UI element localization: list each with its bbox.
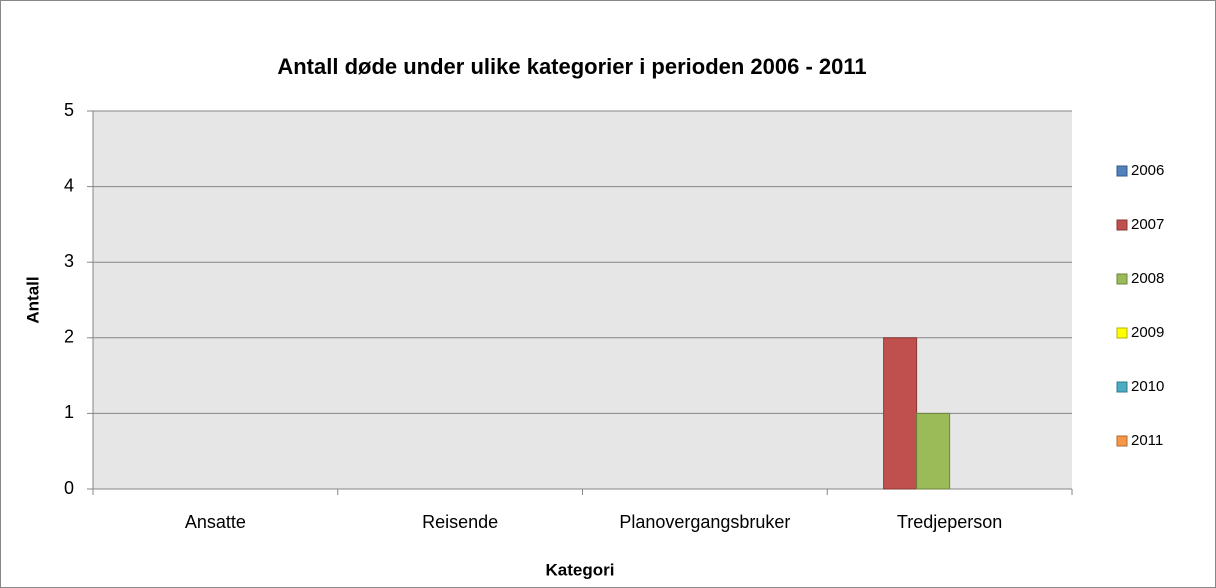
x-tick-label: Tredjeperson [897,512,1002,532]
bar [916,412,951,490]
legend-swatch [1116,381,1128,393]
x-tick-label: Reisende [422,512,498,532]
chart-title: Antall døde under ulike kategorier i per… [277,54,866,79]
x-tick-label: Ansatte [185,512,246,532]
y-tick-label: 1 [64,402,74,422]
legend-swatch [1116,165,1128,177]
legend-label: 2010 [1131,378,1164,395]
legend-swatch [1116,327,1128,339]
bar [883,337,918,490]
legend-label: 2008 [1131,270,1164,287]
legend-swatch [1116,219,1128,231]
legend-label: 2007 [1131,216,1164,233]
legend-swatch [1116,273,1128,285]
y-tick-label: 5 [64,100,74,120]
y-axis-title: Antall [23,276,42,323]
legend-swatch [1116,435,1128,447]
legend-label: 2006 [1131,162,1164,179]
legend-label: 2009 [1131,324,1164,341]
y-tick-label: 2 [64,327,74,347]
y-tick-label: 0 [64,478,74,498]
y-tick-label: 4 [64,175,74,195]
legend-label: 2011 [1131,432,1163,449]
y-tick-label: 3 [64,251,74,271]
x-tick-label: Planovergangsbruker [619,512,790,532]
x-axis-title: Kategori [546,560,615,579]
